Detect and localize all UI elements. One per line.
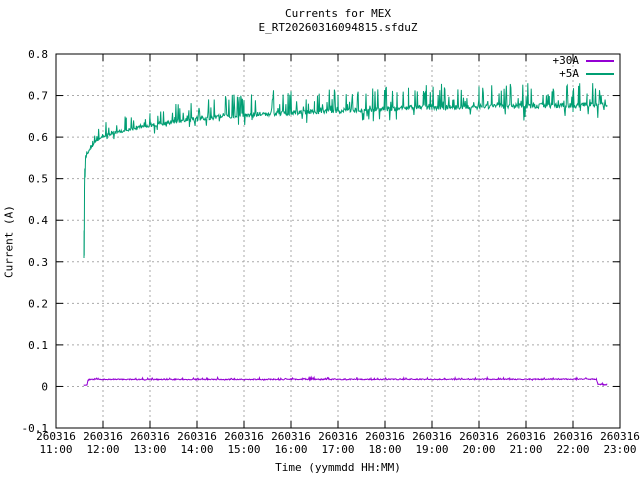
x-tick-label-date: 260316: [318, 430, 358, 443]
legend-item-5a: +5A: [553, 67, 614, 80]
y-tick-label: 0.2: [28, 297, 48, 310]
y-tick-label: 0.4: [28, 214, 48, 227]
x-tick-label-time: 23:00: [603, 443, 636, 456]
chart-subtitle: E_RT20260316094815.sfduZ: [258, 21, 418, 34]
y-tick-label: 0: [41, 380, 48, 393]
y-tick-label: 0.3: [28, 256, 48, 269]
x-axis-label: Time (yymmdd HH:MM): [275, 461, 401, 474]
x-tick-label-time: 14:00: [180, 443, 213, 456]
x-tick-label-date: 260316: [412, 430, 452, 443]
y-tick-label: 0.1: [28, 339, 48, 352]
y-axis-label: Current (A): [2, 205, 16, 278]
axis-ticks: [55, 53, 621, 429]
legend-item-30a: +30A: [552, 54, 614, 67]
x-tick-label-time: 18:00: [368, 443, 401, 456]
x-tick-label-date: 260316: [130, 430, 170, 443]
x-tick-label-time: 13:00: [133, 443, 166, 456]
chart-title: Currents for MEX: [285, 7, 391, 20]
y-tick-label: 0.7: [28, 90, 48, 103]
x-tick-label-time: 11:00: [39, 443, 72, 456]
legend-line-sample: [586, 59, 614, 62]
legend-line-sample: [586, 72, 614, 75]
x-tick-label-date: 260316: [600, 430, 640, 443]
y-tick-label: 0.5: [28, 173, 48, 186]
x-tick-label-time: 21:00: [509, 443, 542, 456]
x-tick-label-time: 12:00: [86, 443, 119, 456]
tick-labels: -0.100.10.20.30.40.50.60.70.826031611:00…: [22, 48, 640, 456]
x-tick-label-date: 260316: [83, 430, 123, 443]
y-tick-label: -0.1: [22, 422, 49, 435]
x-tick-label-time: 22:00: [556, 443, 589, 456]
legend: +30A +5A: [552, 54, 614, 80]
x-tick-label-date: 260316: [459, 430, 499, 443]
x-tick-label-date: 260316: [36, 430, 76, 443]
x-tick-label-time: 20:00: [462, 443, 495, 456]
legend-label: +30A: [552, 54, 580, 67]
x-tick-label-time: 19:00: [415, 443, 448, 456]
y-tick-label: 0.8: [28, 48, 48, 61]
legend-label: +5A: [559, 67, 579, 80]
x-tick-label-date: 260316: [177, 430, 217, 443]
series-lines: [83, 83, 608, 386]
x-tick-label-date: 260316: [271, 430, 311, 443]
x-tick-label-date: 260316: [224, 430, 264, 443]
x-tick-label-date: 260316: [553, 430, 593, 443]
y-tick-label: 0.6: [28, 131, 48, 144]
series-line-30a: [83, 375, 608, 386]
series-line-5a: [83, 83, 608, 259]
x-tick-label-time: 16:00: [274, 443, 307, 456]
x-tick-label-date: 260316: [506, 430, 546, 443]
x-tick-label-time: 15:00: [227, 443, 260, 456]
x-tick-label-date: 260316: [365, 430, 405, 443]
x-tick-label-time: 17:00: [321, 443, 354, 456]
